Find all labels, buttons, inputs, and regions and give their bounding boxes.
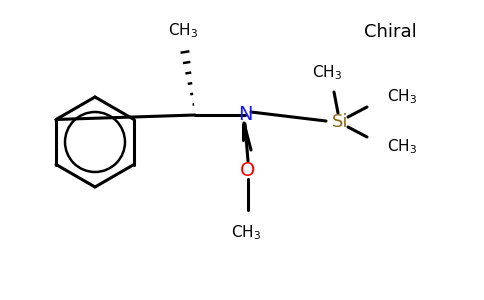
Text: CH$_3$: CH$_3$ — [312, 63, 342, 82]
Text: N: N — [238, 106, 252, 124]
Text: CH$_3$: CH$_3$ — [387, 138, 417, 156]
Text: Chiral: Chiral — [363, 23, 416, 41]
Text: CH$_3$: CH$_3$ — [387, 88, 417, 106]
Text: CH$_3$: CH$_3$ — [231, 223, 261, 242]
Text: Si: Si — [332, 113, 348, 131]
Text: O: O — [241, 160, 256, 179]
Text: CH$_3$: CH$_3$ — [168, 21, 198, 40]
